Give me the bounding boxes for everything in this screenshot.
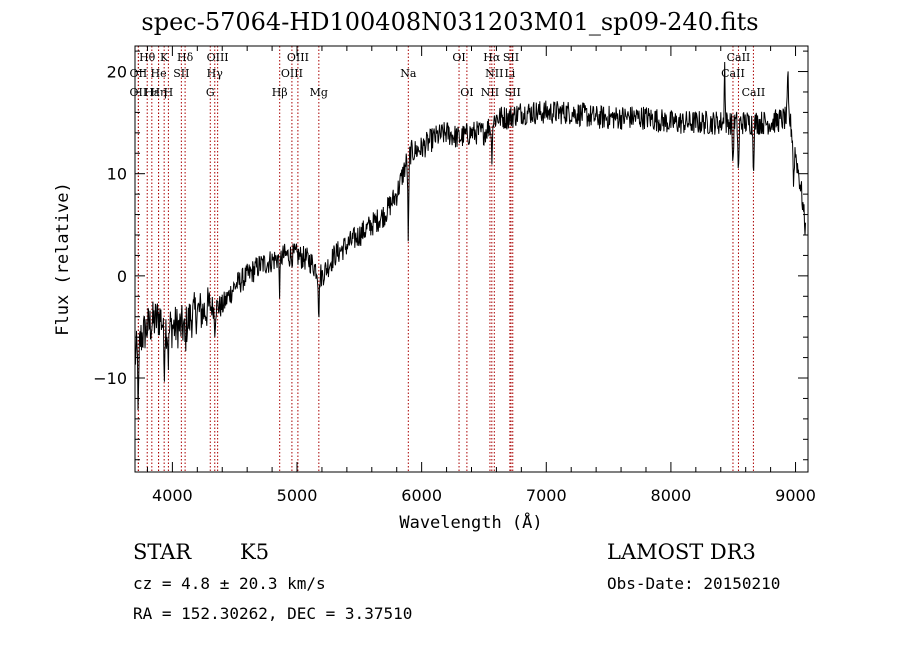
spectral-line-label: OIII [287, 51, 309, 64]
spectral-line-label: Hδ [177, 51, 194, 64]
x-tick-label: 7000 [526, 486, 567, 505]
axis-tick-labels: 4000 5000 6000 7000 8000 9000 −10 0 10 20 [93, 63, 816, 505]
y-tick-label: 0 [117, 267, 127, 286]
spectral-line-label: G [206, 86, 215, 99]
coordinates: RA = 152.30262, DEC = 3.37510 [133, 604, 413, 623]
spectral-line-label: Hθ [139, 51, 156, 64]
chart-title: spec-57064-HD100408N031203M01_sp09-240.f… [141, 8, 759, 36]
survey-name: LAMOST DR3 [607, 540, 756, 564]
spectral-line-label: He [151, 67, 167, 80]
spectral-line-label: CaII [727, 51, 751, 64]
spectral-line-label: OIII [207, 51, 229, 64]
spectral-line-label: H [164, 86, 174, 99]
x-tick-label: 5000 [277, 486, 318, 505]
spectral-line-label: SII [505, 86, 521, 99]
spectral-line-label: Na [400, 67, 417, 80]
y-tick-label: −10 [93, 369, 127, 388]
spectral-line-label: OIII [281, 67, 303, 80]
spectral-line-label: CaII [721, 67, 745, 80]
spectral-line-label: NII [485, 67, 503, 80]
x-tick-label: 4000 [152, 486, 193, 505]
spectral-subclass: K5 [240, 540, 270, 564]
spectral-line-label: OII [130, 67, 148, 80]
spectral-line-markers [137, 46, 754, 472]
y-axis-label: Flux (relative) [53, 182, 73, 336]
spectral-line-label: OII [130, 86, 148, 99]
spectral-line-label: SII [173, 67, 189, 80]
spectral-line-label: Hβ [272, 86, 288, 99]
spectral-line-label: NII [481, 86, 499, 99]
spectral-line-label: CaII [742, 86, 766, 99]
spectral-line-label: OI [452, 51, 465, 64]
y-tick-label: 10 [107, 165, 127, 184]
spectral-line-label: Li [504, 67, 515, 80]
spectral-line-label: SII [503, 51, 519, 64]
object-class: STAR [133, 540, 192, 564]
x-tick-label: 6000 [401, 486, 442, 505]
plot-frame [134, 45, 809, 473]
x-tick-label: 9000 [775, 486, 816, 505]
spectral-line-label: Hγ [207, 67, 224, 80]
spectral-line-label: K [160, 51, 169, 64]
redshift-velocity: cz = 4.8 ± 20.3 km/s [133, 574, 326, 593]
y-tick-label: 20 [107, 63, 127, 82]
spectral-line-label: Hε [144, 86, 160, 99]
x-axis-label: Wavelength (Å) [399, 511, 542, 533]
spectral-line-label: Hα [483, 51, 501, 64]
spectrum-line [134, 61, 806, 411]
axis-ticks [135, 46, 808, 472]
spectral-line-label: OI [460, 86, 473, 99]
spectral-line-label: Hη [150, 86, 166, 99]
observation-date: Obs-Date: 20150210 [607, 574, 781, 593]
spectral-line-label: Mg [310, 86, 328, 99]
x-tick-label: 8000 [651, 486, 692, 505]
